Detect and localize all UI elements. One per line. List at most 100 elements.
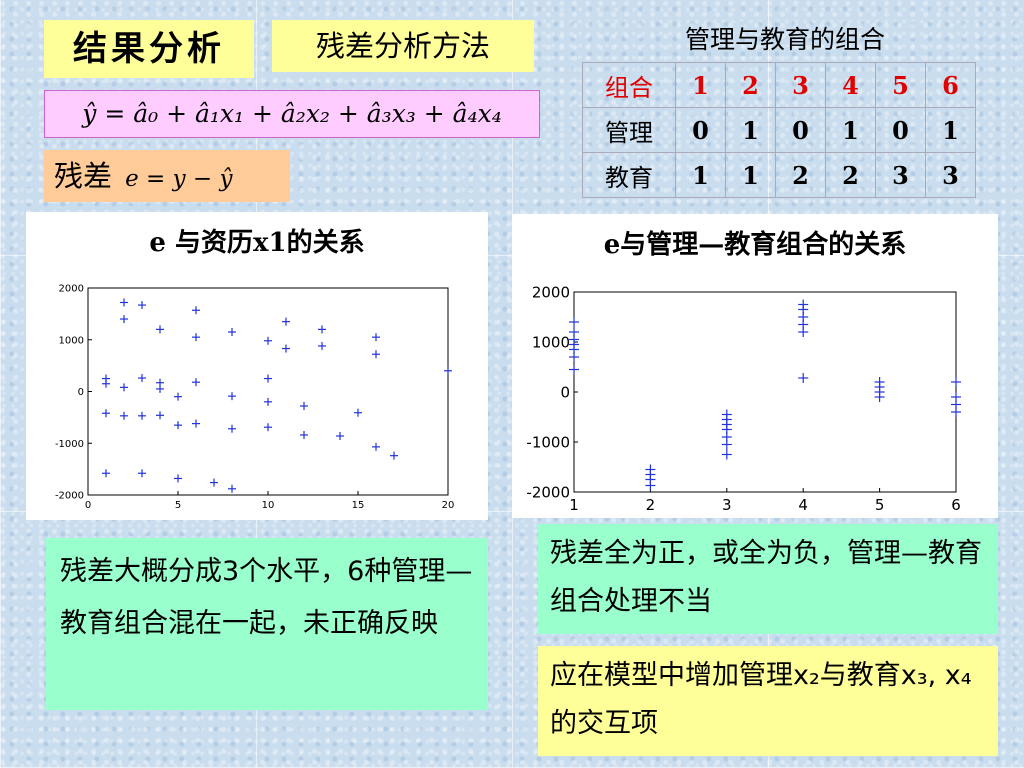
data-point-plus <box>174 474 182 483</box>
combo-header-cell: 5 <box>875 62 926 108</box>
combo-row-label: 教育 <box>582 152 676 198</box>
data-point-plus <box>721 439 732 450</box>
data-point-plus <box>645 480 656 491</box>
combo-row-label: 管理 <box>582 107 676 153</box>
data-point-plus <box>951 407 961 417</box>
y-tick-label: -1000 <box>526 433 570 451</box>
combo-cell: 2 <box>825 152 876 198</box>
combo-cell: 2 <box>775 152 826 198</box>
data-point-plus <box>192 333 200 342</box>
y-tick-label: 2000 <box>532 283 570 301</box>
data-point-plus <box>721 449 732 460</box>
combo-cell: 3 <box>925 152 976 198</box>
data-point-plus <box>372 442 380 451</box>
data-point-plus <box>192 419 200 428</box>
residual-expression: e = y − ŷ <box>125 166 233 192</box>
note-three-levels-text: 残差大概分成3个水平，6种管理—教育组合混在一起，未正确反映 <box>60 556 473 639</box>
data-point-plus <box>138 374 146 383</box>
data-point-plus <box>318 325 326 334</box>
data-point-plus <box>228 484 236 493</box>
combo-header-cell: 3 <box>775 62 826 108</box>
data-point-plus <box>390 451 398 460</box>
x-tick-label: 20 <box>442 500 455 511</box>
x-tick-label: 3 <box>722 496 732 514</box>
seniority-chart-title: e 与资历x1的关系 <box>149 228 365 258</box>
data-point-plus <box>120 298 128 307</box>
data-point-plus <box>174 392 182 401</box>
y-tick-label: -2000 <box>55 491 84 502</box>
data-point-plus <box>874 392 885 402</box>
data-point-plus <box>228 327 236 336</box>
combo-header-cell: 2 <box>725 62 776 108</box>
combo-cell: 3 <box>875 152 926 198</box>
combo-header-cell: 1 <box>675 62 726 108</box>
data-point-plus <box>174 421 182 430</box>
residual-method-heading: 残差分析方法 <box>315 29 490 63</box>
residual-definition: 残差 e = y − ŷ <box>44 150 290 202</box>
note-sign-consistency: 残差全为正，或全为负，管理—教育组合处理不当 <box>538 524 998 634</box>
x-tick-label: 1 <box>569 496 579 514</box>
residual-method-heading-box: 残差分析方法 <box>272 20 534 72</box>
data-point-plus <box>354 408 362 417</box>
combo-cell: 1 <box>725 107 776 153</box>
combo-cell: 0 <box>775 107 826 153</box>
y-tick-label: -2000 <box>526 483 570 501</box>
data-point-plus <box>372 350 380 359</box>
data-point-plus <box>228 424 236 433</box>
data-point-plus <box>192 378 200 387</box>
data-point-plus <box>156 325 164 334</box>
combo-cell: 0 <box>875 107 926 153</box>
x-tick-label: 4 <box>798 496 808 514</box>
note-sign-consistency-text: 残差全为正，或全为负，管理—教育组合处理不当 <box>550 538 982 617</box>
data-point-plus <box>300 401 308 410</box>
note-three-levels: 残差大概分成3个水平，6种管理—教育组合混在一起，未正确反映 <box>46 538 488 710</box>
data-point-plus <box>210 478 218 487</box>
combo-header-cell: 4 <box>825 62 876 108</box>
data-point-plus <box>138 469 146 478</box>
combo-table-row-education: 教育 1 1 2 2 3 3 <box>582 152 976 198</box>
y-tick-label: 0 <box>78 387 84 398</box>
data-point-plus <box>156 384 164 393</box>
data-point-plus <box>569 352 579 362</box>
data-point-plus <box>120 315 128 324</box>
data-point-plus <box>569 317 579 327</box>
data-point-plus <box>300 430 308 439</box>
data-point-plus <box>102 469 110 478</box>
combination-chart-title: e与管理—教育组合的关系 <box>603 230 907 260</box>
y-tick-label: -1000 <box>55 439 84 450</box>
combination-chart-panel: e与管理—教育组合的关系 2000 1000 0 -1000 -2000 1 2 3 4 5 6 <box>512 214 998 518</box>
regression-formula: ŷ = â₀ + â₁x₁ + â₂x₂ + â₃x₃ + â₄x₄ <box>44 90 540 138</box>
combo-table: 组合 1 2 3 4 5 6 管理 0 1 0 1 0 1 教育 1 1 2 2… <box>582 62 976 198</box>
data-point-plus <box>282 344 290 353</box>
data-point-plus <box>798 373 809 383</box>
data-point-plus <box>192 306 200 315</box>
data-point-plus <box>798 327 809 337</box>
data-point-plus <box>102 409 110 418</box>
combo-table-wrap: 组合 1 2 3 4 5 6 管理 0 1 0 1 0 1 教育 1 1 2 2… <box>582 62 976 198</box>
y-tick-label: 2000 <box>59 284 84 295</box>
seniority-chart-panel: e 与资历x1的关系 2000 1000 0 -1000 -2000 0 5 10 15 20 <box>26 212 488 520</box>
combo-table-header-row: 组合 1 2 3 4 5 6 <box>582 62 976 108</box>
x-tick-label: 10 <box>262 500 275 511</box>
note-interaction-term-text: 应在模型中增加管理x₂与教育x₃, x₄的交互项 <box>550 660 972 739</box>
data-point-plus <box>444 366 452 375</box>
regression-formula-text: ŷ = â₀ + â₁x₁ + â₂x₂ + â₃x₃ + â₄x₄ <box>82 99 502 128</box>
combo-table-title-text: 管理与教育的组合 <box>684 25 885 54</box>
combo-table-row-management: 管理 0 1 0 1 0 1 <box>582 107 976 153</box>
data-point-plus <box>264 423 272 432</box>
residual-label: 残差 <box>54 159 113 193</box>
combo-cell: 1 <box>675 152 726 198</box>
x-tick-label: 5 <box>875 496 885 514</box>
plot-frame <box>87 287 449 496</box>
data-point-plus <box>228 392 236 401</box>
data-point-plus <box>318 341 326 350</box>
combo-cell: 1 <box>725 152 776 198</box>
results-heading: 结果分析 <box>73 29 225 69</box>
note-interaction-term: 应在模型中增加管理x₂与教育x₃, x₄的交互项 <box>538 646 998 756</box>
data-point-plus <box>336 432 344 441</box>
x-tick-label: 0 <box>85 500 91 511</box>
y-tick-label: 0 <box>560 383 570 401</box>
data-point-plus <box>156 411 164 420</box>
data-point-plus <box>264 397 272 406</box>
